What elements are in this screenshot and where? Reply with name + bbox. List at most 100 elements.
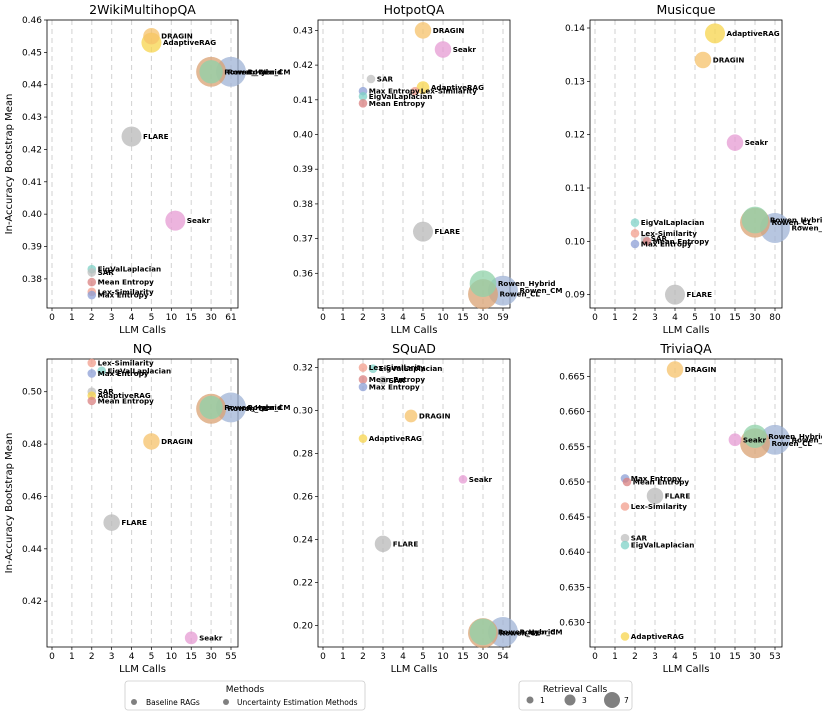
y-tick-label: 0.40 [22, 210, 42, 220]
subplot-title: Musicque [656, 2, 715, 17]
point-label: Mean Entropy [633, 477, 690, 486]
y-tick-label: 0.09 [565, 291, 585, 301]
x-tick-label: 2 [89, 313, 95, 323]
x-tick-label: 3 [109, 652, 115, 662]
point-label: Rowen_CL [499, 629, 540, 638]
point-label: SAR [98, 387, 115, 396]
point-label: AdaptiveRAG [163, 38, 216, 47]
x-tick-label: 10 [166, 652, 178, 662]
y-tick-label: 0.41 [22, 178, 42, 188]
legend-marker [131, 699, 137, 705]
x-tick-label: 10 [709, 313, 721, 323]
point-label: Rowen_Hybrid [498, 627, 556, 636]
point-label: Rowen_CL [228, 404, 269, 413]
y-tick-label: 0.40 [293, 131, 313, 141]
point-label: Seakr [187, 216, 211, 225]
bubble-max-entropy [630, 239, 640, 249]
point-label: EigValLaplacian [641, 218, 705, 227]
y-tick-label: 0.30 [293, 407, 313, 417]
x-tick-label: 53 [769, 652, 780, 662]
bubble-flare [121, 126, 142, 147]
point-label: Rowen_CL [228, 67, 269, 76]
x-tick-label: 1 [612, 652, 618, 662]
x-tick-label: 2 [632, 313, 638, 323]
point-label: SAR [651, 234, 668, 243]
x-tick-label: 10 [166, 313, 178, 323]
bubble-mean-entropy [358, 98, 368, 108]
y-tick-label: 0.26 [293, 493, 313, 503]
point-label: Rowen_Hybrid [768, 432, 822, 441]
x-tick-label: 3 [380, 313, 386, 323]
bubble-dragin [666, 361, 684, 378]
x-tick-label: 0 [49, 313, 55, 323]
y-tick-label: 0.655 [559, 443, 585, 453]
x-tick-label: 0 [592, 652, 598, 662]
subplot-title: 2WikiMultihopQA [89, 2, 196, 17]
point-label: Rowen_Hybrid [498, 279, 556, 288]
point-label: Max Entropy [98, 369, 149, 378]
axes-frame [46, 19, 239, 309]
x-tick-label: 2 [360, 313, 366, 323]
bubble-seakr [458, 475, 468, 484]
y-tick-label: 0.38 [22, 275, 42, 285]
bubble-flare [374, 535, 392, 553]
y-tick-label: 0.22 [293, 579, 313, 589]
bubble-dragin [143, 27, 160, 45]
x-tick-label: 55 [225, 652, 236, 662]
bubble-dragin [414, 22, 432, 39]
point-label: Mean Entropy [369, 375, 426, 384]
x-tick-label: 30 [477, 313, 489, 323]
x-tick-label: 0 [592, 313, 598, 323]
x-axis-label: LLM Calls [663, 325, 710, 336]
y-tick-label: 0.635 [559, 583, 585, 593]
legend-item: Uncertainty Estimation Methods [237, 698, 358, 707]
point-label: Lex-Similarity [98, 287, 154, 296]
point-label: Seakr [469, 475, 493, 484]
x-axis-label: LLM Calls [391, 664, 438, 675]
legend-marker [564, 694, 576, 706]
point-label: SAR [631, 534, 648, 543]
point-label: Mean Entropy [369, 99, 426, 108]
bubble-lex-similarity [630, 229, 640, 238]
point-label: EigValLaplacian [631, 541, 695, 550]
bubble-max-entropy [358, 382, 368, 392]
bubble-dragin [404, 409, 418, 423]
x-tick-label: 3 [652, 652, 658, 662]
bubble-max-entropy [87, 369, 97, 378]
bubble-lex-similarity [87, 358, 97, 368]
x-tick-label: 0 [320, 313, 326, 323]
point-label: Mean Entropy [653, 237, 710, 246]
point-label: Seakr [453, 45, 477, 54]
point-label: Rowen_CL [771, 218, 812, 227]
x-tick-label: 1 [340, 313, 346, 323]
point-label: Rowen_CL [771, 439, 812, 448]
y-tick-label: 0.44 [22, 81, 42, 91]
y-tick-label: 0.660 [559, 408, 585, 418]
y-tick-label: 0.39 [22, 243, 42, 253]
point-label: Rowen_CM [519, 286, 562, 295]
y-tick-label: 0.43 [22, 113, 42, 123]
y-tick-label: 0.44 [22, 545, 42, 555]
y-tick-label: 0.12 [565, 131, 585, 141]
subplot-title: SQuAD [392, 341, 436, 356]
y-tick-label: 0.28 [293, 450, 313, 460]
bubble-sar [366, 74, 376, 84]
legend-title: Retrieval Calls [543, 685, 608, 695]
subplot-musicque: Musicque 0 1 2 3 4 5 10 15 30 80 0.09 0.10 0.11 0.12 0.… [565, 2, 822, 336]
x-tick-label: 4 [400, 652, 406, 662]
bubble-mean-entropy [642, 237, 652, 246]
bubble-flare [646, 487, 664, 505]
y-tick-label: 0.10 [565, 237, 585, 247]
x-tick-label: 2 [360, 652, 366, 662]
bubble-lex-similarity [410, 86, 420, 96]
bubble-seakr [434, 41, 452, 58]
y-tick-label: 0.650 [559, 478, 585, 488]
bubble-adaptiverag [705, 23, 725, 44]
point-label: EigValLaplacian [369, 92, 433, 101]
x-tick-label: 15 [185, 313, 196, 323]
x-tick-label: 1 [340, 652, 346, 662]
legend-item: 3 [582, 696, 587, 705]
x-tick-label: 61 [225, 313, 236, 323]
axes-frame [317, 358, 511, 648]
point-label: Max Entropy [641, 240, 692, 249]
